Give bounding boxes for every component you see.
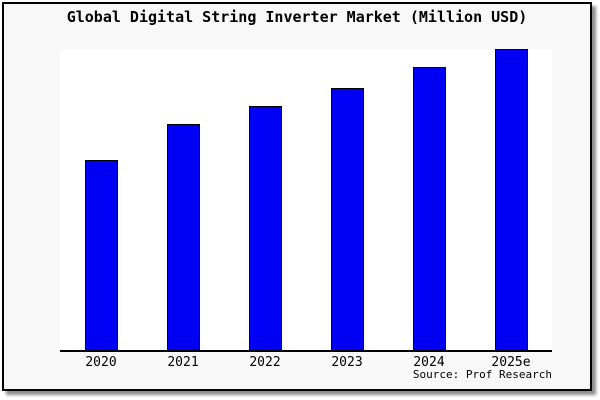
chart-card: Global Digital String Inverter Market (M… (2, 2, 592, 391)
x-tick-label-2023: 2023 (331, 355, 363, 370)
x-axis-labels: 2020 2021 2022 2023 2024 2025e (60, 356, 552, 370)
bar-2020 (84, 160, 118, 350)
bar-2023 (330, 88, 364, 350)
x-tick-label-2024: 2024 (413, 355, 445, 370)
x-tick-label-2021: 2021 (167, 355, 199, 370)
plot-area (60, 49, 552, 352)
source-note: Source: Prof Research (412, 368, 552, 381)
x-tick-label-2020: 2020 (85, 355, 117, 370)
bar-2022 (248, 106, 282, 350)
x-tick-label-2025e: 2025e (491, 355, 531, 370)
bar-2025e (494, 49, 528, 350)
bar-2021 (166, 124, 200, 350)
x-tick-label-2022: 2022 (249, 355, 281, 370)
chart-title: Global Digital String Inverter Market (M… (66, 8, 528, 26)
bar-2024 (412, 67, 446, 350)
